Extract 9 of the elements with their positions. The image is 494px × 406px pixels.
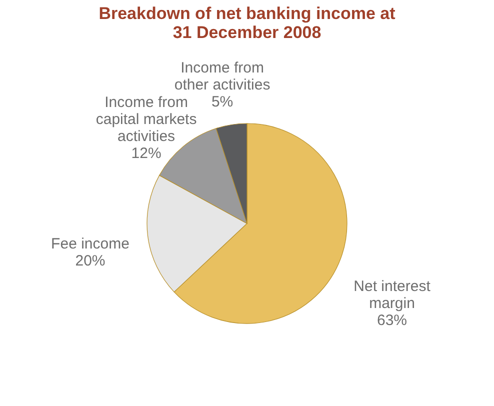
slice-label: Income from other activities	[174, 59, 270, 94]
chart-title: Breakdown of net banking income at 31 December 2008	[98, 4, 396, 42]
slice-label: Fee income	[51, 235, 130, 252]
data-label: 5%	[211, 93, 234, 110]
slice-label: Income from capital markets activities	[96, 94, 197, 145]
slice-label: Net interest margin	[354, 278, 432, 312]
data-label: 20%	[75, 252, 106, 270]
data-label: 63%	[376, 312, 408, 330]
data-label: 12%	[131, 144, 162, 162]
